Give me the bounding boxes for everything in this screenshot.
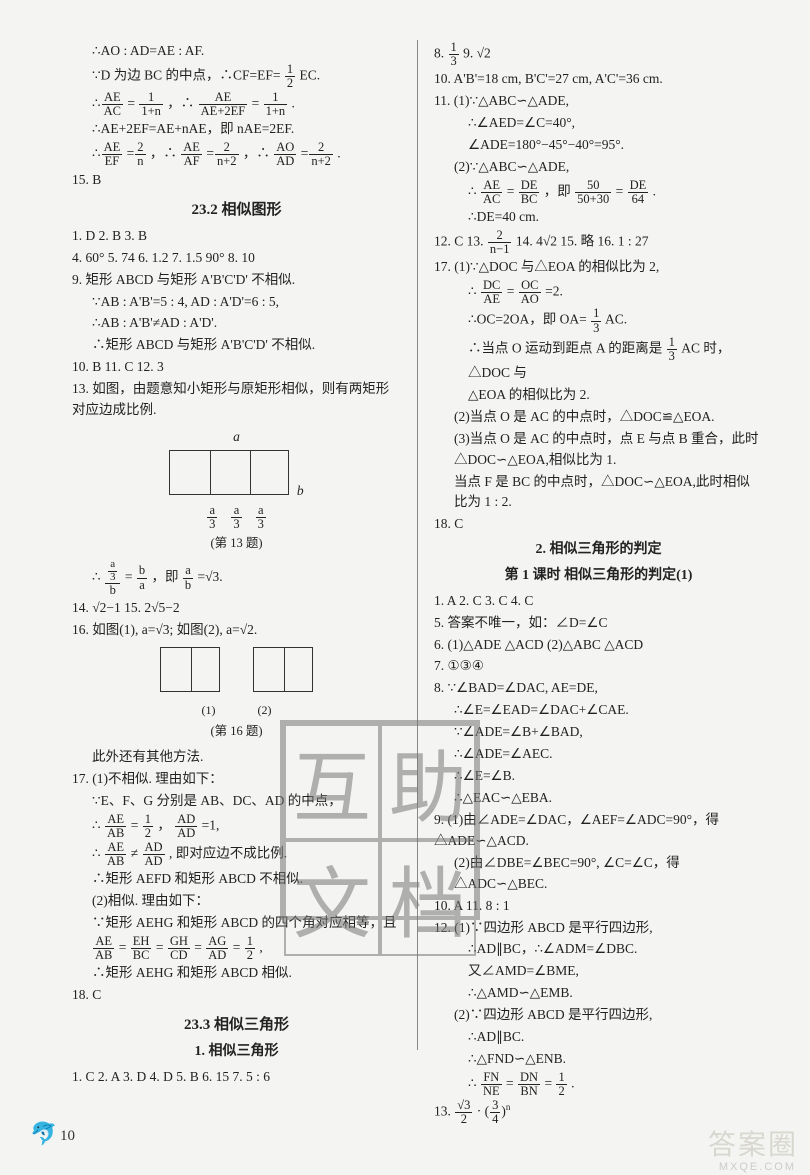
text-line: ∴ a3b = ba ，即 ab =√3. [72,559,401,597]
text-line: ∴AO : AD=AE : AF. [72,41,401,62]
text-line: ∠ADE=180°−45°−40°=95°. [434,135,763,156]
answer-line: 10. B 11. C 12. 3 [72,357,401,378]
text-line: ∴ AEAB = 12 ， ADAD =1, [72,813,401,840]
text-line: 9. (1)由∠ADE=∠DAC，∠AEF=∠ADC=90°，得△ADE∽△AC… [434,810,763,852]
fraction: 12 [285,63,295,90]
text-line: ∴AE+2EF=AE+nAE，即 nAE=2EF. [72,119,401,140]
text-line: ∴AEAC = 11+n ，∴ AEAE+2EF = 11+n . [72,91,401,118]
text-line: ∴△AMD∽△EMB. [434,983,763,1004]
page: ∴AO : AD=AE : AF. ∵D 为边 BC 的中点，∴CF=EF= 1… [0,0,810,1100]
text-line: ∴矩形 AEFD 和矩形 ABCD 不相似. [72,869,401,890]
answer-line: 15. B [72,170,401,191]
text-line: ∴DE=40 cm. [434,207,763,228]
text-line: ∴当点 O 运动到距点 A 的距离是 13 AC 时，△DOC 与 [434,336,763,384]
text-line: AEAB = EHBC = GHCD = AGAD = 12 , [72,935,401,962]
text-line: △EOA 的相似比为 2. [434,385,763,406]
text-line: ∴AD∥BC. [434,1027,763,1048]
text-line: 11. (1)∵△ABC∽△ADE, [434,91,763,112]
text-line: 13. 如图，由题意知小矩形与原矩形相似，则有两矩形对应边成比例. [72,379,401,421]
answer-line: 12. C 13. 2n−1 14. 4√2 15. 略 16. 1 : 27 [434,229,763,256]
text-line: ∴∠AED=∠C=40°, [434,113,763,134]
answer-line: 4. 60° 5. 74 6. 1.2 7. 1.5 90° 8. 10 [72,248,401,269]
text-line: ∵D 为边 BC 的中点，∴CF=EF= 12 EC. [72,63,401,90]
answer-line: 14. √2−1 15. 2√5−2 [72,598,401,619]
text-line: ∴矩形 AEHG 和矩形 ABCD 相似. [72,963,401,984]
text-line: ∴∠ADE=∠AEC. [434,744,763,765]
figure-13: a b a3 a3 a3 (第 13 题) [72,427,401,553]
text-line: 当点 F 是 BC 的中点时，△DOC∽△EOA,此时相似比为 1 : 2. [434,472,763,514]
text-line: (3)当点 O 是 AC 的中点时，点 E 与点 B 重合，此时△DOC∽△EO… [434,429,763,471]
text-line: ∴△FND∽△ENB. [434,1049,763,1070]
answer-line: 18. C [434,514,763,535]
text-line: ∴AB : A'B'≠AD : A'D'. [72,313,401,334]
text-line: (2)∵△ABC∽△ADE, [434,157,763,178]
answer-line: 1. A 2. C 3. C 4. C [434,591,763,612]
text-line: 12. (1)∵四边形 ABCD 是平行四边形, [434,918,763,939]
watermark-url: MXQE.COM [719,1161,796,1173]
rectangle-diagram [253,647,313,692]
figure-caption: (第 13 题) [72,534,401,553]
text-line: (2)当点 O 是 AC 的中点时，△DOC≌△EOA. [434,407,763,428]
sub-title: 2. 相似三角形的判定 [434,539,763,561]
watermark-corner: 答案圈 [708,1123,798,1163]
text-line: ∵AB : A'B'=5 : 4, AD : A'D'=6 : 5, [72,292,401,313]
text-line: 17. (1)∵△DOC 与△EOA 的相似比为 2, [434,257,763,278]
text-line: 此外还有其他方法. [72,747,401,768]
figure-16: (1) (2) (第 16 题) [72,647,401,741]
rectangle-diagram [169,450,289,495]
rectangle-diagram [160,647,220,692]
text-line: 10. A'B'=18 cm, B'C'=27 cm, A'C'=36 cm. [434,69,763,90]
page-number: 10 [60,1128,75,1145]
text-line: 7. ①③④ [434,656,763,677]
text-line: (2)由∠DBE=∠BEC=90°, ∠C=∠C，得△ADC∽△BEC. [434,853,763,895]
sub-title: 1. 相似三角形 [72,1041,401,1063]
sub-title: 第 1 课时 相似三角形的判定(1) [434,565,763,587]
answer-line: 1. D 2. B 3. B [72,226,401,247]
text-line: ∴矩形 ABCD 与矩形 A'B'C'D' 不相似. [72,335,401,356]
column-divider [417,40,418,1050]
text-line: 9. 矩形 ABCD 与矩形 A'B'C'D' 不相似. [72,270,401,291]
figure-caption: (第 16 题) [72,722,401,741]
text-line: ∴ AEAB ≠ ADAD , 即对应边不成比例. [72,841,401,868]
text-line: (2)∵四边形 ABCD 是平行四边形, [434,1005,763,1026]
text-line: ∴∠E=∠EAD=∠DAC+∠CAE. [434,700,763,721]
dolphin-icon: 🐬 [30,1121,57,1147]
text-line: ∵E、F、G 分别是 AB、DC、AD 的中点， [72,791,401,812]
text-line: ∴OC=2OA，即 OA= 13 AC. [434,307,763,334]
text-line: ∵矩形 AEHG 和矩形 ABCD 的四个角对应相等，且 [72,913,401,934]
text-line: 17. (1)不相似. 理由如下： [72,769,401,790]
text-line: ∴ DCAE = OCAO =2. [434,279,763,306]
answer-line: 18. C [72,985,401,1006]
text-line: ∴AEEF =2n ，∴ AEAF =2n+2 ，∴ AOAD =2n+2 . [72,141,401,168]
text-line: 16. 如图(1), a=√3; 如图(2), a=√2. [72,620,401,641]
text-line: ∴∠E=∠B. [434,766,763,787]
answer-line: 10. A 11. 8 : 1 [434,896,763,917]
text-line: ∵∠ADE=∠B+∠BAD, [434,722,763,743]
right-column: 8. 13 9. √2 10. A'B'=18 cm, B'C'=27 cm, … [422,40,775,1050]
text-line: 5. 答案不唯一，如：∠D=∠C [434,613,763,634]
left-column: ∴AO : AD=AE : AF. ∵D 为边 BC 的中点，∴CF=EF= 1… [60,40,413,1050]
text-line: ∴AD∥BC，∴∠ADM=∠DBC. [434,939,763,960]
section-title: 23.3 相似三角形 [72,1014,401,1037]
text-line: ∴△EAC∽△EBA. [434,788,763,809]
text-line: 8. ∵∠BAD=∠DAC, AE=DE, [434,678,763,699]
text-line: ∴ FNNE = DNBN = 12 . [434,1071,763,1098]
text-line: ∴ AEAC = DEBC ，即 5050+30 = DE64 . [434,179,763,206]
text-line: 13. √32 · (34)n [434,1099,763,1126]
text-line: 又∠AMD=∠BME, [434,961,763,982]
answer-line: 8. 13 9. √2 [434,41,763,68]
text-line: 6. (1)△ADE △ACD (2)△ABC △ACD [434,635,763,656]
section-title: 23.2 相似图形 [72,199,401,222]
answer-line: 1. C 2. A 3. D 4. D 5. B 6. 15 7. 5 : 6 [72,1067,401,1088]
text-line: (2)相似. 理由如下： [72,891,401,912]
